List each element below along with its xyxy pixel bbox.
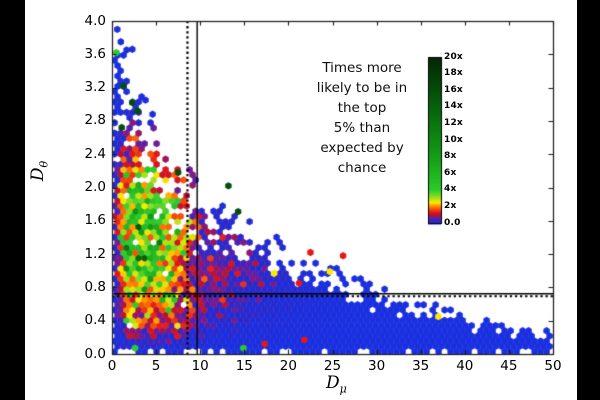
y-tick-label: 2.4 (84, 145, 106, 162)
x-tick-label: 35 (412, 358, 430, 374)
y-tick-label: 4.0 (84, 12, 106, 29)
colorbar-title-line: the top (337, 100, 387, 116)
colorbar-tick-label: 18x (444, 68, 463, 79)
letterbox-right (577, 0, 600, 400)
colorbar-tick-label: 6x (444, 167, 457, 178)
y-tick-label: 0.0 (84, 345, 106, 362)
colorbar-tick-label: 10x (444, 134, 463, 145)
x-axis-label: Dμ (326, 373, 347, 396)
colorbar-tick-label: 2x (444, 200, 457, 211)
colorbar-title-line: Times more (322, 60, 402, 76)
colorbar-tick-label: 20x (444, 51, 463, 62)
colorbar-tick-label: 8x (444, 151, 457, 162)
colorbar-title-line: expected by (320, 140, 404, 156)
y-axis-label: Dθ (28, 160, 51, 182)
y-tick-label: 1.6 (84, 212, 106, 229)
x-tick-label: 0 (107, 358, 117, 374)
x-tick-label: 50 (544, 358, 562, 374)
y-tick-label: 3.2 (84, 79, 106, 96)
letterbox-left (0, 0, 25, 400)
colorbar-tick-label: 16x (444, 84, 463, 95)
y-tick-label: 3.6 (84, 45, 106, 62)
colorbar-title-line: likely to be in (316, 80, 408, 96)
x-tick-label: 10 (191, 358, 209, 374)
x-tick-label: 5 (151, 358, 161, 374)
colorbar-tick-label: 14x (444, 101, 463, 112)
y-tick-label: 0.4 (84, 312, 106, 329)
x-tick-label: 40 (456, 358, 474, 374)
colorbar-title: Times more likely to be in the top 5% than e… (288, 58, 436, 178)
y-tick-label: 0.8 (84, 278, 106, 295)
x-tick-label: 15 (235, 358, 253, 374)
colorbar-tick-label: 0.0 (444, 217, 461, 228)
y-tick-label: 2.0 (84, 179, 106, 195)
x-axis-label-main: D (326, 373, 340, 393)
y-axis-label-main: D (28, 167, 49, 182)
x-tick-label: 45 (500, 358, 518, 374)
colorbar-tick-label: 12x (444, 117, 463, 128)
colorbar-title-line: chance (337, 160, 387, 176)
y-tick-label: 2.8 (84, 112, 106, 129)
x-tick-label: 20 (279, 358, 297, 374)
y-tick-label: 1.2 (84, 245, 106, 262)
x-axis-label-sub: μ (339, 382, 347, 396)
colorbar-tick-label: 4x (444, 184, 457, 195)
x-tick-label: 25 (323, 358, 342, 374)
x-tick-label: 30 (368, 358, 386, 374)
colorbar-title-line: 5% than (333, 120, 391, 136)
y-axis-label-sub: θ (37, 160, 51, 168)
